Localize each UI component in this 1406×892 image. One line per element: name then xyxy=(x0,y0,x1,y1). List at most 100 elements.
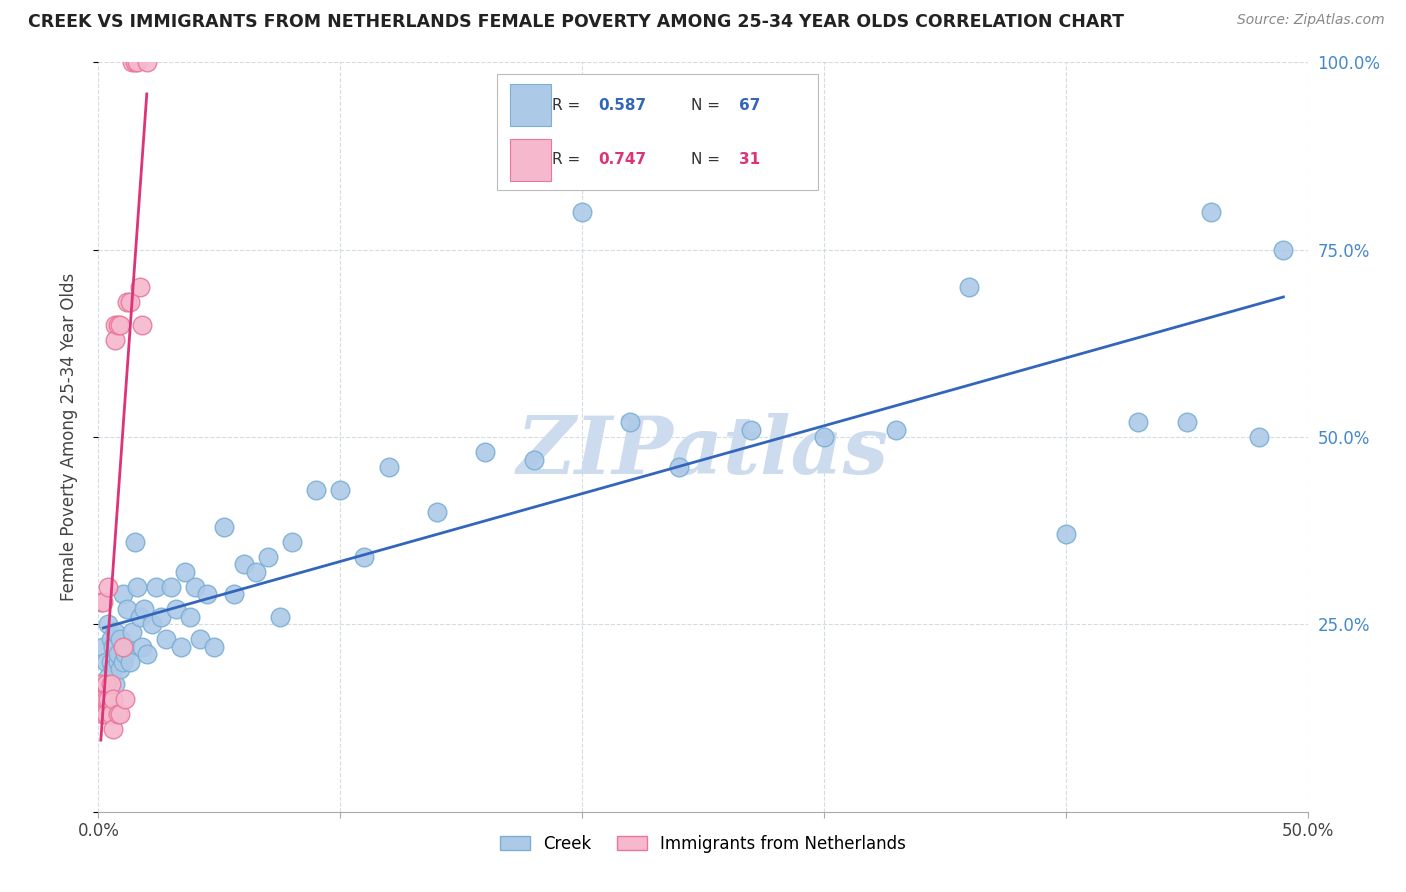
FancyBboxPatch shape xyxy=(509,139,551,180)
Point xyxy=(114,692,136,706)
Point xyxy=(232,558,254,572)
Point xyxy=(100,632,122,647)
Point xyxy=(188,632,211,647)
Point xyxy=(104,333,127,347)
Point xyxy=(195,587,218,601)
Point xyxy=(179,610,201,624)
Point xyxy=(353,549,375,564)
Point xyxy=(1054,527,1077,541)
Point xyxy=(619,415,641,429)
Point xyxy=(101,723,124,737)
Point xyxy=(121,55,143,70)
Point xyxy=(523,452,546,467)
Y-axis label: Female Poverty Among 25-34 Year Olds: Female Poverty Among 25-34 Year Olds xyxy=(59,273,77,601)
Point xyxy=(104,677,127,691)
Text: Source: ZipAtlas.com: Source: ZipAtlas.com xyxy=(1237,13,1385,28)
Point xyxy=(107,707,129,722)
Point xyxy=(222,587,245,601)
Point xyxy=(101,662,124,676)
Point xyxy=(124,55,146,70)
Point xyxy=(107,318,129,332)
Point xyxy=(118,295,141,310)
Point xyxy=(97,692,120,706)
Point xyxy=(150,610,173,624)
Point xyxy=(101,640,124,654)
Point xyxy=(127,55,149,70)
Point xyxy=(1175,415,1198,429)
Point xyxy=(108,707,131,722)
Point xyxy=(107,655,129,669)
Point xyxy=(94,707,117,722)
Point xyxy=(169,640,191,654)
FancyBboxPatch shape xyxy=(509,84,551,126)
Point xyxy=(1128,415,1150,429)
Text: 0.587: 0.587 xyxy=(598,97,645,112)
Point xyxy=(127,580,149,594)
Point xyxy=(97,580,120,594)
Point xyxy=(426,505,449,519)
Point xyxy=(104,624,127,639)
Point xyxy=(160,580,183,594)
Text: 67: 67 xyxy=(740,97,761,112)
Point xyxy=(91,595,114,609)
Point xyxy=(135,55,157,70)
Point xyxy=(94,655,117,669)
Point xyxy=(91,692,114,706)
Point xyxy=(1272,243,1295,257)
Point xyxy=(128,610,150,624)
Point xyxy=(94,692,117,706)
Point xyxy=(111,587,134,601)
Point xyxy=(97,617,120,632)
Point xyxy=(117,295,139,310)
Point xyxy=(155,632,177,647)
Point xyxy=(256,549,278,564)
Point xyxy=(107,648,129,662)
Point xyxy=(886,423,908,437)
Point xyxy=(145,580,167,594)
Point xyxy=(668,460,690,475)
Point xyxy=(245,565,267,579)
Text: CREEK VS IMMIGRANTS FROM NETHERLANDS FEMALE POVERTY AMONG 25-34 YEAR OLDS CORREL: CREEK VS IMMIGRANTS FROM NETHERLANDS FEM… xyxy=(28,13,1125,31)
Point xyxy=(474,445,496,459)
Point xyxy=(114,640,136,654)
Point xyxy=(114,648,136,662)
Point xyxy=(174,565,197,579)
Point xyxy=(118,655,141,669)
Point xyxy=(108,662,131,676)
Point xyxy=(111,655,134,669)
Point xyxy=(165,602,187,616)
Point xyxy=(1199,205,1222,219)
Point xyxy=(90,595,112,609)
Point xyxy=(212,520,235,534)
Point xyxy=(100,677,122,691)
Point xyxy=(100,707,122,722)
Point xyxy=(134,602,156,616)
Point xyxy=(135,648,157,662)
Point xyxy=(131,640,153,654)
Point xyxy=(141,617,163,632)
Point xyxy=(131,318,153,332)
Point xyxy=(204,640,226,654)
Point xyxy=(111,640,134,654)
Point xyxy=(90,692,112,706)
FancyBboxPatch shape xyxy=(498,74,818,190)
Point xyxy=(104,318,127,332)
Point xyxy=(108,318,131,332)
Text: R =: R = xyxy=(553,153,585,167)
Point xyxy=(813,430,835,444)
Point xyxy=(571,205,593,219)
Text: R =: R = xyxy=(553,97,585,112)
Text: ZIPatlas: ZIPatlas xyxy=(517,413,889,491)
Point xyxy=(108,632,131,647)
Point xyxy=(121,624,143,639)
Point xyxy=(91,640,114,654)
Point xyxy=(97,670,120,684)
Point xyxy=(281,535,304,549)
Point xyxy=(269,610,291,624)
Point xyxy=(740,423,762,437)
Point xyxy=(117,602,139,616)
Text: N =: N = xyxy=(690,97,725,112)
Point xyxy=(90,677,112,691)
Text: N =: N = xyxy=(690,153,725,167)
Text: 0.747: 0.747 xyxy=(598,153,645,167)
